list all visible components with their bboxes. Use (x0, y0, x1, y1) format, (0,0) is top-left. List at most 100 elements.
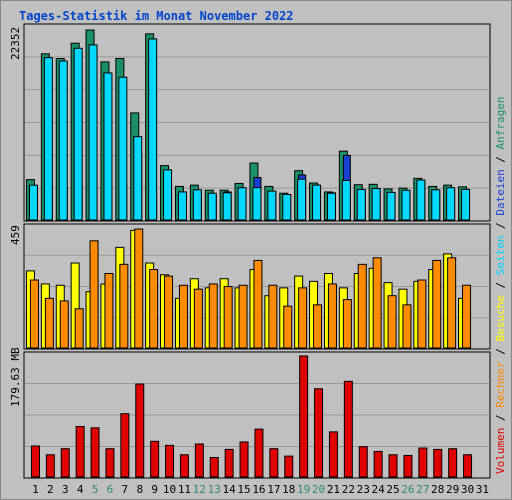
day-label: 29 (446, 483, 459, 496)
panel-visits: 459 (9, 223, 491, 350)
day-label: 1 (32, 483, 39, 496)
bar-volumen (463, 454, 473, 478)
bar-seiten (207, 192, 217, 221)
bar-volumen (75, 425, 85, 478)
bar-volumen (194, 443, 204, 478)
bar-volumen (314, 388, 324, 478)
side-legend: Volumen / Rechner / Besuche / Seiten / D… (494, 96, 507, 474)
bar-seiten (461, 188, 471, 221)
bar-rechner (119, 263, 129, 349)
bar-rechner (164, 275, 174, 349)
day-label: 7 (122, 483, 129, 496)
bar-volumen (388, 454, 398, 478)
bar-rechner (402, 304, 412, 349)
legend-sep-2: / (494, 342, 507, 362)
bar-rechner (387, 295, 397, 349)
bar-seiten (133, 136, 143, 221)
bar-rechner (104, 272, 114, 349)
legend-anfragen: Anfragen (494, 96, 507, 149)
day-label: 3 (62, 483, 69, 496)
bar-seiten (163, 169, 173, 221)
day-label: 23 (357, 483, 370, 496)
bar-seiten (177, 191, 187, 221)
day-label: 15 (237, 483, 250, 496)
bar-volumen (328, 431, 338, 478)
chart-title: Tages-Statistik im Monat November 2022 (19, 9, 294, 23)
y-max-visits: 459 (9, 225, 22, 245)
day-label: 19 (297, 483, 310, 496)
bar-volumen (254, 428, 264, 478)
legend-sep-4: / (494, 216, 507, 236)
bar-seiten (148, 38, 158, 221)
bar-seiten (252, 187, 262, 221)
bar-rechner (357, 263, 367, 349)
y-max-volume: 179.63 MB (9, 347, 22, 407)
day-label: 26 (401, 483, 414, 496)
bar-volumen (373, 450, 383, 478)
bar-rechner (59, 300, 69, 349)
bar-volumen (284, 455, 294, 478)
bar-rechner (432, 259, 442, 349)
day-label: 21 (327, 483, 340, 496)
day-label: 24 (372, 483, 386, 496)
bar-rechner (223, 286, 233, 349)
legend-sep-5: / (494, 149, 507, 169)
bar-seiten (43, 57, 53, 221)
day-label: 31 (476, 483, 489, 496)
bar-rechner (193, 288, 203, 349)
day-label: 4 (77, 483, 84, 496)
bar-rechner (313, 304, 323, 349)
bar-volumen (269, 448, 279, 478)
day-label: 28 (431, 483, 444, 496)
bar-volumen (209, 456, 219, 478)
bar-volumen (45, 454, 55, 478)
bar-rechner (29, 279, 39, 349)
panel-hits: 22352 (9, 23, 491, 222)
bar-rechner (268, 284, 278, 349)
bar-rechner (149, 269, 159, 349)
bar-seiten (282, 193, 292, 221)
bar-seiten (371, 188, 381, 221)
bar-volumen (30, 445, 40, 478)
bar-volumen (343, 380, 353, 478)
bar-rechner (447, 257, 457, 349)
legend-rechner: Rechner (494, 361, 507, 408)
bar-volumen (299, 355, 309, 478)
day-label: 8 (136, 483, 143, 496)
bar-volumen (239, 441, 249, 478)
bar-seiten (446, 187, 456, 221)
bar-rechner (342, 299, 352, 349)
day-label: 11 (178, 483, 191, 496)
bar-rechner (238, 284, 248, 349)
bar-volumen (105, 448, 115, 478)
bar-seiten (431, 189, 441, 221)
bars-hits (25, 29, 471, 221)
bar-seiten (401, 189, 411, 221)
bar-volumen (433, 448, 443, 478)
bar-seiten (312, 184, 322, 221)
day-label: 9 (151, 483, 158, 496)
bar-rechner (372, 257, 382, 349)
bar-rechner (417, 279, 427, 349)
day-label: 2 (47, 483, 54, 496)
bar-seiten (356, 188, 366, 221)
bar-rechner (134, 228, 144, 349)
x-axis-day-labels: 1 2 3 4 5 6 7 8 9 10 11 12 13 14 15 16 17 18 19 20 21 22 23 24 2… (32, 483, 489, 496)
bar-seiten (386, 191, 396, 221)
bar-seiten (118, 76, 128, 221)
bar-volumen (90, 427, 100, 478)
legend-volumen: Volumen (494, 428, 507, 474)
bar-rechner (44, 297, 54, 349)
bars-volume (30, 355, 473, 478)
bar-rechner (89, 240, 99, 349)
bar-volumen (60, 448, 70, 478)
day-label: 12 (193, 483, 206, 496)
day-label: 18 (282, 483, 295, 496)
legend-sep-1: / (494, 408, 507, 428)
day-label: 17 (267, 483, 280, 496)
bar-seiten (341, 179, 351, 221)
bar-seiten (237, 187, 247, 221)
day-label: 30 (461, 483, 474, 496)
bar-rechner (208, 283, 218, 349)
